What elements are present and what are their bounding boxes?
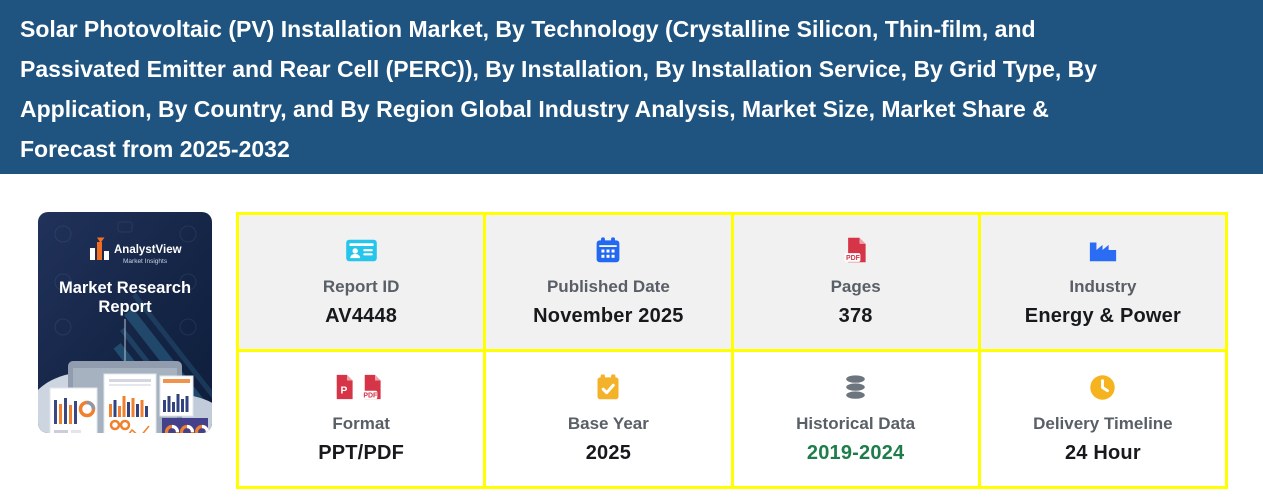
brand-logo-icon — [90, 237, 109, 260]
cell-label: Historical Data — [796, 414, 916, 433]
banner-title-line: Forecast from 2025-2032 — [20, 136, 290, 162]
database-icon — [842, 371, 869, 403]
info-grid: Report ID AV4448 Published Date November… — [236, 212, 1228, 489]
cell-value: Energy & Power — [1024, 305, 1181, 327]
cell-label: Format — [332, 414, 390, 433]
cover-title-line: Report — [98, 298, 152, 316]
calendar-check-icon — [594, 371, 622, 403]
info-cell: P PDF Format PPT/PDF — [239, 352, 484, 486]
info-cell: Report ID AV4448 — [239, 215, 484, 349]
cell-value: 24 Hour — [1064, 442, 1141, 464]
info-cell: Industry Energy & Power — [980, 215, 1225, 349]
svg-text:P: P — [341, 386, 348, 397]
banner-title-line: Solar Photovoltaic (PV) Installation Mar… — [20, 16, 1036, 42]
svg-text:PDF: PDF — [363, 393, 378, 400]
info-cell: Delivery Timeline 24 Hour — [980, 352, 1225, 486]
cell-value: 2025 — [585, 442, 632, 464]
cell-label: Base Year — [567, 414, 649, 433]
title-banner: Solar Photovoltaic (PV) Installation Mar… — [0, 0, 1263, 174]
info-cell: PDF Pages 378 — [733, 215, 978, 349]
cell-label: Industry — [1069, 277, 1137, 296]
banner-title-line: Application, By Country, and By Region G… — [20, 96, 1049, 122]
cell-value: 378 — [838, 305, 873, 327]
pdf-file-icon: PDF — [842, 234, 870, 266]
cell-label: Report ID — [322, 277, 400, 296]
info-cell: Published Date November 2025 — [486, 215, 731, 349]
calendar-icon — [594, 234, 622, 266]
monitor-illustration — [38, 361, 212, 433]
factory-icon — [1088, 234, 1118, 266]
ppt-pdf-file-icons: P PDF — [333, 371, 389, 403]
svg-text:PDF: PDF — [846, 255, 861, 262]
cell-value: 2019-2024 — [806, 442, 905, 464]
cell-label: Pages — [830, 277, 881, 296]
cell-label: Published Date — [546, 277, 670, 296]
info-cell: Historical Data 2019-2024 — [733, 352, 978, 486]
report-cover-thumbnail: AnalystView Market Insights Market Resea… — [38, 212, 212, 433]
cover-divider-line — [124, 319, 126, 363]
info-cell: Base Year 2025 — [486, 352, 731, 486]
cover-pattern — [54, 221, 197, 336]
clock-icon — [1088, 371, 1117, 403]
cell-label: Delivery Timeline — [1033, 414, 1173, 433]
cell-value: AV4448 — [325, 305, 398, 327]
id-card-icon — [345, 234, 378, 266]
cell-value: November 2025 — [533, 305, 684, 327]
cell-value: PPT/PDF — [318, 442, 405, 464]
brand-name: AnalystView — [114, 244, 182, 256]
brand-tagline: Market Insights — [123, 258, 168, 265]
banner-title-line: Passivated Emitter and Rear Cell (PERC))… — [20, 56, 1098, 82]
cover-title-line: Market Research — [59, 279, 191, 297]
